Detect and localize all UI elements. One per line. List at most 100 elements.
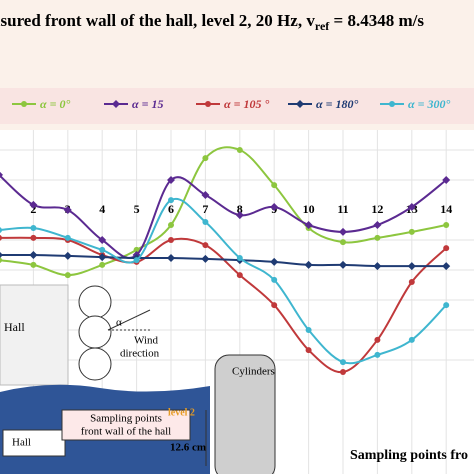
cylinders-shape: [214, 354, 276, 474]
point: [29, 251, 38, 259]
point: [389, 101, 395, 107]
point: [30, 225, 37, 231]
x-tick-label: 10: [303, 202, 315, 216]
point: [64, 234, 71, 241]
point: [99, 246, 106, 253]
point: [133, 257, 140, 264]
point: [236, 147, 243, 153]
point: [271, 302, 278, 309]
point: [236, 272, 243, 279]
level-label: level 2: [168, 407, 195, 418]
point: [202, 219, 209, 225]
cylinder-icon: [78, 347, 112, 381]
cylinder-icon: [78, 315, 112, 349]
point: [374, 234, 381, 241]
point: [374, 351, 381, 358]
point: [64, 272, 71, 279]
point: [168, 197, 174, 204]
wind-label: Wind: [134, 335, 158, 347]
point: [340, 359, 346, 366]
point: [407, 203, 416, 211]
x-tick-label: 5: [134, 202, 140, 216]
x-axis-label: Sampling points fro: [350, 448, 468, 463]
point: [442, 262, 451, 271]
point: [0, 171, 3, 178]
point: [98, 253, 107, 262]
point: [0, 257, 2, 263]
title-main: asured front wall of the hall, level 2, …: [0, 11, 315, 30]
legend-label: α = 0°: [40, 97, 70, 111]
sampling-label: front wall of the hall: [81, 426, 171, 438]
x-tick-label: 8: [237, 202, 243, 216]
point: [339, 260, 347, 269]
cylinder-icon: [78, 285, 112, 319]
title-subscript: ref: [315, 19, 330, 33]
hall-label: Hall: [4, 320, 25, 334]
series-line: [0, 174, 447, 259]
point: [408, 336, 415, 343]
wind-label: direction: [120, 348, 160, 360]
series-line: [0, 146, 447, 277]
point: [270, 203, 279, 211]
point: [168, 222, 174, 228]
point: [340, 239, 346, 246]
x-tick-label: 11: [337, 202, 348, 216]
point: [29, 200, 38, 209]
point: [339, 227, 347, 236]
height-label: 12.6 cm: [170, 442, 206, 454]
point: [270, 257, 279, 266]
point: [98, 236, 107, 244]
x-tick-label: 12: [371, 202, 383, 216]
x-tick-label: 6: [168, 202, 174, 216]
point: [0, 235, 2, 241]
point: [271, 276, 278, 283]
point: [168, 237, 174, 243]
hall-bottom-box: [2, 429, 66, 457]
point: [112, 100, 120, 108]
point: [202, 242, 209, 249]
x-tick-label: 14: [440, 202, 452, 216]
point: [202, 155, 209, 162]
point: [373, 262, 382, 271]
point: [21, 101, 27, 107]
point: [271, 182, 278, 189]
point: [408, 228, 415, 235]
point: [30, 261, 37, 268]
point: [205, 101, 211, 107]
point: [442, 176, 451, 184]
point: [408, 279, 415, 285]
point: [235, 211, 244, 220]
cylinders-label: Cylinders: [232, 366, 275, 378]
legend-label: α = 180°: [316, 97, 358, 111]
x-tick-label: 7: [202, 202, 208, 216]
point: [305, 347, 312, 354]
legend: α = 0° α = 15 α = 105 ° α = 180° α = 300°: [12, 97, 450, 111]
point: [443, 302, 450, 309]
series-line: [0, 197, 447, 365]
point: [63, 251, 72, 260]
point: [63, 206, 72, 214]
point: [30, 234, 37, 241]
point: [443, 245, 450, 252]
point: [374, 336, 381, 343]
legend-label: α = 105 °: [224, 97, 269, 111]
sampling-label: Sampling points: [90, 413, 162, 425]
point: [340, 369, 346, 375]
point: [305, 327, 312, 333]
point: [167, 176, 175, 184]
point: [0, 227, 2, 233]
legend-label: α = 15: [132, 97, 163, 111]
point: [304, 221, 313, 229]
hall-bottom-label: Hall: [12, 437, 31, 449]
point: [99, 261, 106, 268]
plot: 234567891011121314: [0, 146, 452, 375]
point: [407, 262, 416, 271]
point: [373, 221, 382, 229]
diagram: Hall α Wind direction Hall Sampling poin…: [0, 284, 276, 474]
wind-arrow: [107, 309, 151, 331]
point: [133, 246, 140, 253]
point: [236, 255, 243, 261]
legend-background: [0, 88, 474, 124]
point: [201, 191, 210, 199]
